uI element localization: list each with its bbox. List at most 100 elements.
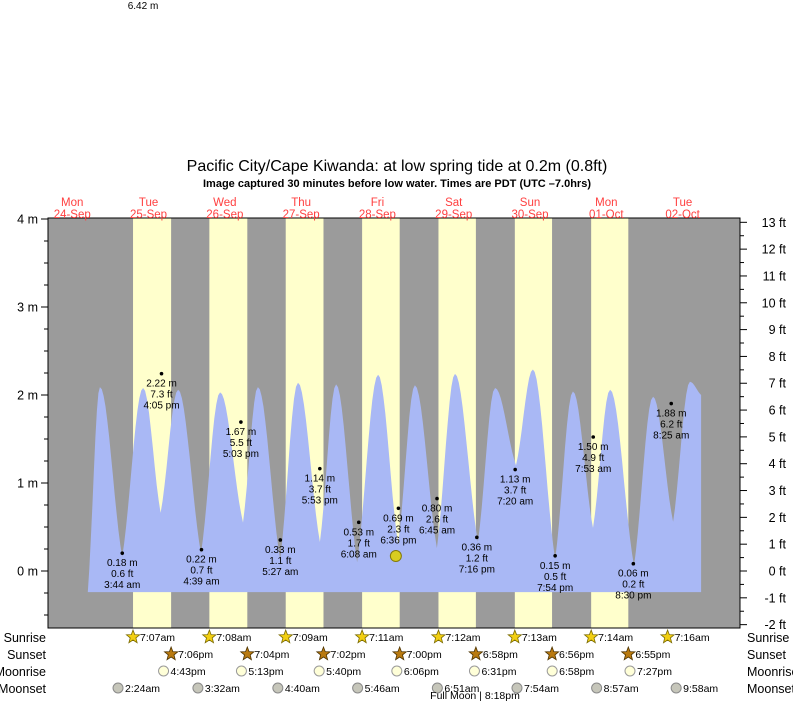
moonrise-moon-icon bbox=[313, 665, 325, 677]
moonrise-time: 7:27pm bbox=[637, 666, 672, 678]
tide-extreme-time: 7:53 am bbox=[575, 464, 611, 475]
tide-extreme-time: 6:36 pm bbox=[380, 535, 416, 546]
tide-extreme-height-m: 0.15 m bbox=[540, 561, 571, 572]
moonrise-time: 4:43pm bbox=[171, 666, 206, 678]
day-name-label: Thu bbox=[291, 197, 311, 209]
tide-extreme-dot bbox=[120, 551, 125, 555]
moonset-time: 2:24am bbox=[125, 683, 160, 695]
tide-extreme-height-ft: 6.2 ft bbox=[660, 420, 682, 431]
tide-extreme-height-ft: 0.7 ft bbox=[190, 566, 212, 577]
tide-extreme-time: 5:27 am bbox=[262, 567, 298, 578]
right-axis-label: 0 ft bbox=[769, 565, 787, 579]
right-axis-label: 4 ft bbox=[769, 457, 787, 471]
moonset-moon-icon bbox=[431, 682, 443, 694]
moonset-time: 9:58am bbox=[683, 683, 718, 695]
day-date-label: 26-Sep bbox=[206, 209, 243, 221]
day-date-label: 25-Sep bbox=[130, 209, 167, 221]
right-axis-label: 3 ft bbox=[769, 484, 787, 498]
tide-extreme-height-ft: 0.2 ft bbox=[622, 580, 644, 591]
tide-extreme-dot bbox=[475, 535, 479, 540]
right-axis-label: 9 ft bbox=[769, 323, 787, 337]
day-date-label: 24-Sep bbox=[54, 209, 91, 221]
moonset-time: 7:54am bbox=[524, 683, 559, 695]
sunrise-row-label-left: Sunrise bbox=[4, 631, 46, 645]
day-name-label: Tue bbox=[139, 197, 158, 209]
sunrise-star-icon bbox=[201, 628, 218, 644]
moonset-time: 6:51am bbox=[444, 683, 479, 695]
tide-extreme-time: 5:03 pm bbox=[223, 449, 259, 460]
left-axis-label: 4 m bbox=[17, 213, 38, 227]
full-moon-label: Full Moon | 8:18pm bbox=[430, 690, 520, 701]
tide-extreme-dot bbox=[318, 466, 322, 471]
right-axis-label: 6 ft bbox=[769, 404, 787, 418]
day-name-label: Wed bbox=[213, 197, 236, 209]
tide-extreme-height-m: 1.14 m bbox=[305, 474, 336, 485]
sunrise-time: 7:12am bbox=[445, 632, 480, 644]
moonset-time: 5:46am bbox=[365, 683, 400, 695]
moonrise-time: 5:13pm bbox=[248, 666, 283, 678]
sunset-star-icon bbox=[468, 645, 484, 661]
moonrise-moon-icon bbox=[158, 665, 170, 677]
moonrise-row-label-left: Moonrise bbox=[0, 665, 46, 679]
day-name-label: Sun bbox=[520, 197, 540, 209]
sunrise-time: 7:14am bbox=[598, 632, 633, 644]
sunrise-time: 7:13am bbox=[522, 632, 557, 644]
plot-frame-and-ticks bbox=[41, 217, 747, 629]
left-axis-label: 3 m bbox=[17, 301, 38, 315]
tide-extreme-height-ft: 3.7 ft bbox=[309, 485, 331, 496]
right-axis-label: 7 ft bbox=[769, 377, 787, 391]
sunset-star-icon bbox=[391, 645, 408, 661]
right-axis-label: -2 ft bbox=[764, 618, 786, 632]
sunset-row-label-right: Sunset bbox=[747, 648, 786, 662]
moonrise-time: 6:06pm bbox=[404, 666, 439, 678]
chart-title: Pacific City/Cape Kiwanda: at low spring… bbox=[187, 158, 608, 175]
sunset-time: 7:04pm bbox=[254, 649, 289, 661]
tide-extreme-height-m: 0.36 m bbox=[462, 542, 493, 553]
moonrise-moon-icon bbox=[235, 665, 247, 677]
moonset-row-label-left: Moonset bbox=[0, 682, 47, 696]
tide-extreme-height-m: 1.13 m bbox=[500, 475, 531, 486]
capture-time-marker bbox=[389, 550, 402, 563]
clipped-annotation: 6.42 m bbox=[128, 1, 159, 12]
tide-extreme-height-m: 1.67 m bbox=[226, 427, 257, 438]
tide-extreme-time: 3:44 am bbox=[104, 580, 140, 591]
day-date-label: 29-Sep bbox=[435, 209, 472, 221]
moonset-moon-icon bbox=[112, 682, 124, 694]
sunset-time: 7:00pm bbox=[407, 649, 442, 661]
day-date-label: 01-Oct bbox=[589, 209, 624, 221]
tide-extreme-height-m: 1.50 m bbox=[578, 442, 609, 453]
right-axis-label: 10 ft bbox=[762, 296, 787, 310]
tide-extreme-time: 7:16 pm bbox=[459, 564, 495, 575]
moonrise-time: 6:58pm bbox=[559, 666, 594, 678]
sunrise-star-icon bbox=[278, 628, 294, 644]
tide-extreme-time: 6:45 am bbox=[419, 526, 455, 537]
tide-extreme-time: 7:54 pm bbox=[537, 583, 573, 594]
sunrise-star-icon bbox=[430, 628, 447, 644]
day-name-label: Mon bbox=[595, 197, 617, 209]
sunrise-time: 7:09am bbox=[293, 632, 328, 644]
tide-extreme-height-ft: 1.1 ft bbox=[269, 556, 291, 567]
tide-extreme-dot bbox=[553, 554, 557, 558]
moonset-time: 3:32am bbox=[205, 683, 240, 695]
tide-extreme-height-m: 2.22 m bbox=[146, 379, 177, 390]
sunset-star-icon bbox=[620, 645, 637, 661]
tide-extreme-height-ft: 7.3 ft bbox=[150, 390, 172, 401]
tide-extreme-dot bbox=[278, 538, 283, 542]
moonrise-moon-icon bbox=[468, 665, 480, 677]
moonrise-time: 6:31pm bbox=[481, 666, 516, 678]
tide-extreme-height-ft: 2.6 ft bbox=[426, 515, 448, 526]
tide-extreme-dot bbox=[435, 496, 439, 501]
tide-extreme-height-m: 0.18 m bbox=[107, 558, 138, 569]
sunset-time: 6:58pm bbox=[483, 649, 518, 661]
day-date-label: 02-Oct bbox=[665, 209, 700, 221]
moonset-moon-icon bbox=[352, 682, 364, 694]
right-axis-label: 11 ft bbox=[763, 269, 787, 283]
sunrise-time: 7:16am bbox=[675, 632, 710, 644]
day-name-label: Mon bbox=[61, 197, 83, 209]
moonrise-row-label-right: Moonrise bbox=[747, 665, 793, 679]
right-axis-label: 5 ft bbox=[769, 430, 787, 444]
tide-extreme-height-m: 0.69 m bbox=[383, 513, 414, 524]
tide-extreme-dot bbox=[513, 467, 517, 472]
sunset-star-icon bbox=[315, 645, 332, 661]
axis-tick-labels: 4 m 3 m 2 m 1 m 0 m 13 ft 12 ft 11 ft 10 ft 9 ft 8… bbox=[17, 213, 786, 633]
